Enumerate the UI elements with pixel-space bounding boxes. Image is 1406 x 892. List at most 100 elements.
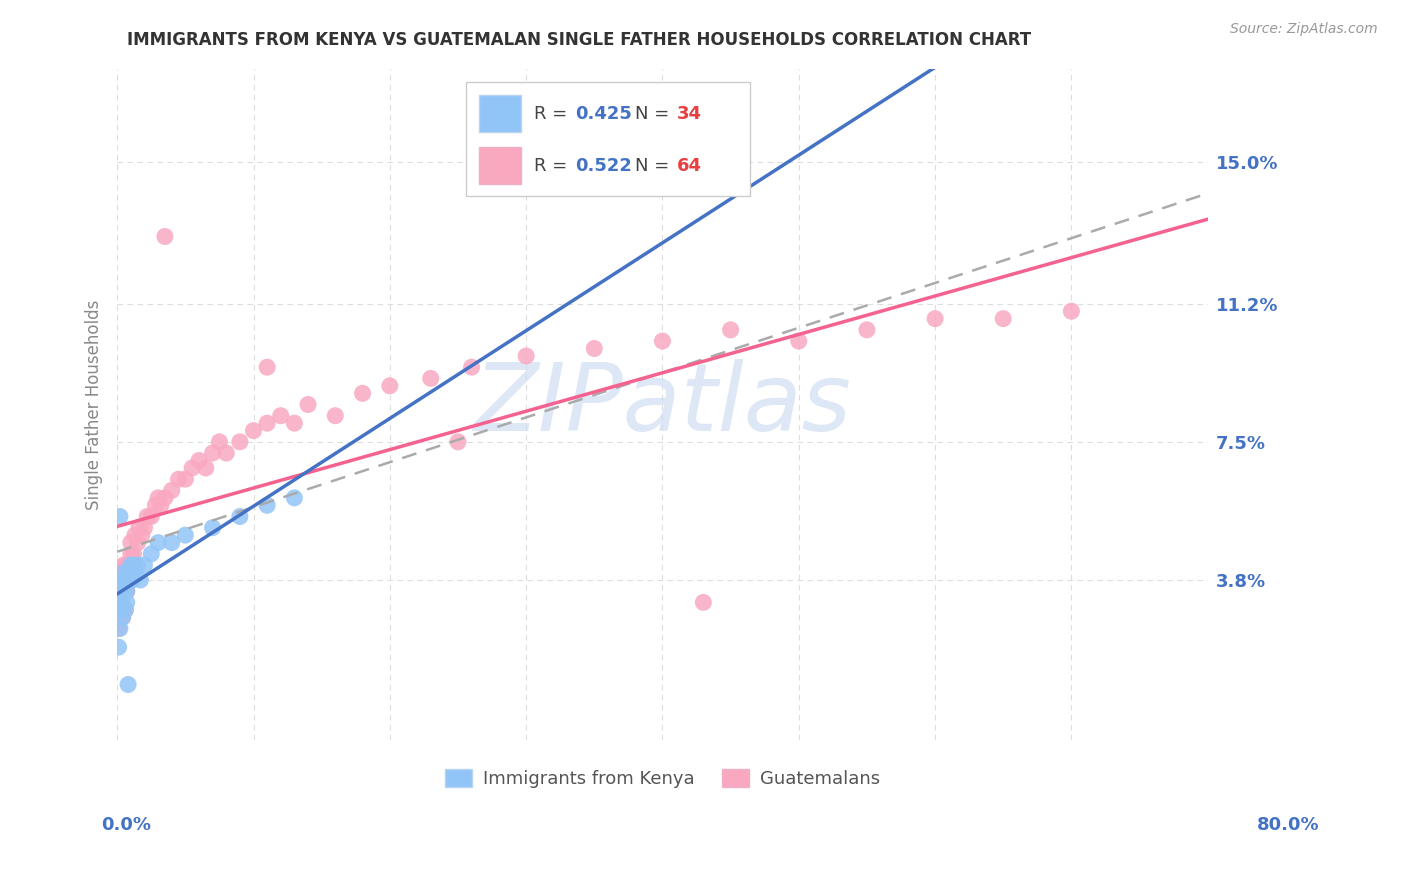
Point — [256, 416, 278, 430]
Legend: Immigrants from Kenya, Guatemalans: Immigrants from Kenya, Guatemalans — [437, 762, 887, 796]
Point — [447, 434, 470, 449]
Point — [131, 528, 153, 542]
Point — [149, 498, 172, 512]
FancyBboxPatch shape — [479, 95, 520, 132]
Point — [208, 434, 231, 449]
Text: Source: ZipAtlas.com: Source: ZipAtlas.com — [1230, 22, 1378, 37]
Text: 64: 64 — [676, 157, 702, 175]
Point — [114, 573, 136, 587]
Point — [153, 229, 176, 244]
Point — [141, 547, 163, 561]
Point — [167, 472, 190, 486]
Point — [270, 409, 292, 423]
Point — [127, 558, 149, 572]
Point — [181, 461, 204, 475]
Point — [110, 584, 132, 599]
Point — [583, 342, 606, 356]
Point — [787, 334, 810, 348]
Point — [136, 509, 159, 524]
Point — [128, 521, 150, 535]
Point — [108, 622, 131, 636]
Text: R =: R = — [534, 157, 572, 175]
Point — [110, 595, 132, 609]
Text: N =: N = — [636, 105, 675, 123]
Point — [107, 640, 129, 655]
Point — [112, 584, 135, 599]
FancyBboxPatch shape — [479, 147, 520, 184]
Point — [120, 566, 142, 580]
Point — [160, 535, 183, 549]
Point — [201, 446, 224, 460]
Point — [242, 424, 264, 438]
Point — [229, 434, 252, 449]
Point — [115, 573, 138, 587]
Text: 80.0%: 80.0% — [1257, 816, 1319, 834]
Point — [692, 595, 714, 609]
Point — [297, 397, 319, 411]
Point — [111, 610, 134, 624]
Point — [323, 409, 346, 423]
Point — [111, 573, 134, 587]
FancyBboxPatch shape — [467, 82, 749, 196]
Point — [127, 535, 149, 549]
Point — [117, 566, 139, 580]
Point — [515, 349, 537, 363]
Point — [419, 371, 441, 385]
Point — [141, 509, 163, 524]
Point — [174, 472, 197, 486]
Point — [188, 453, 211, 467]
Point — [924, 311, 946, 326]
Point — [108, 603, 131, 617]
Point — [146, 535, 169, 549]
Text: ZIPatlas: ZIPatlas — [474, 359, 852, 450]
Point — [114, 603, 136, 617]
Text: 34: 34 — [676, 105, 702, 123]
Point — [115, 584, 138, 599]
Point — [283, 416, 305, 430]
Point — [115, 595, 138, 609]
Point — [160, 483, 183, 498]
Point — [111, 566, 134, 580]
Point — [460, 360, 482, 375]
Point — [114, 558, 136, 572]
Point — [129, 573, 152, 587]
Point — [121, 573, 143, 587]
Point — [120, 535, 142, 549]
Point — [115, 584, 138, 599]
Point — [194, 461, 217, 475]
Point — [111, 610, 134, 624]
Point — [146, 491, 169, 505]
Text: 0.0%: 0.0% — [101, 816, 152, 834]
Point — [651, 334, 673, 348]
Point — [112, 558, 135, 572]
Point — [108, 509, 131, 524]
Point — [110, 595, 132, 609]
Point — [856, 323, 879, 337]
Point — [229, 509, 252, 524]
Point — [153, 491, 176, 505]
Point — [256, 360, 278, 375]
Point — [283, 491, 305, 505]
Point — [122, 547, 145, 561]
Point — [124, 528, 146, 542]
Point — [993, 311, 1015, 326]
Point — [118, 573, 141, 587]
Point — [112, 573, 135, 587]
Point — [108, 603, 131, 617]
Text: 0.522: 0.522 — [575, 157, 633, 175]
Point — [134, 558, 156, 572]
Point — [110, 573, 132, 587]
Point — [256, 498, 278, 512]
Point — [201, 521, 224, 535]
Point — [117, 677, 139, 691]
Point — [120, 547, 142, 561]
Point — [118, 558, 141, 572]
Point — [720, 323, 742, 337]
Point — [352, 386, 374, 401]
Point — [120, 558, 142, 572]
Point — [117, 573, 139, 587]
Point — [1060, 304, 1083, 318]
Y-axis label: Single Father Households: Single Father Households — [86, 300, 103, 509]
Text: N =: N = — [636, 157, 675, 175]
Point — [112, 566, 135, 580]
